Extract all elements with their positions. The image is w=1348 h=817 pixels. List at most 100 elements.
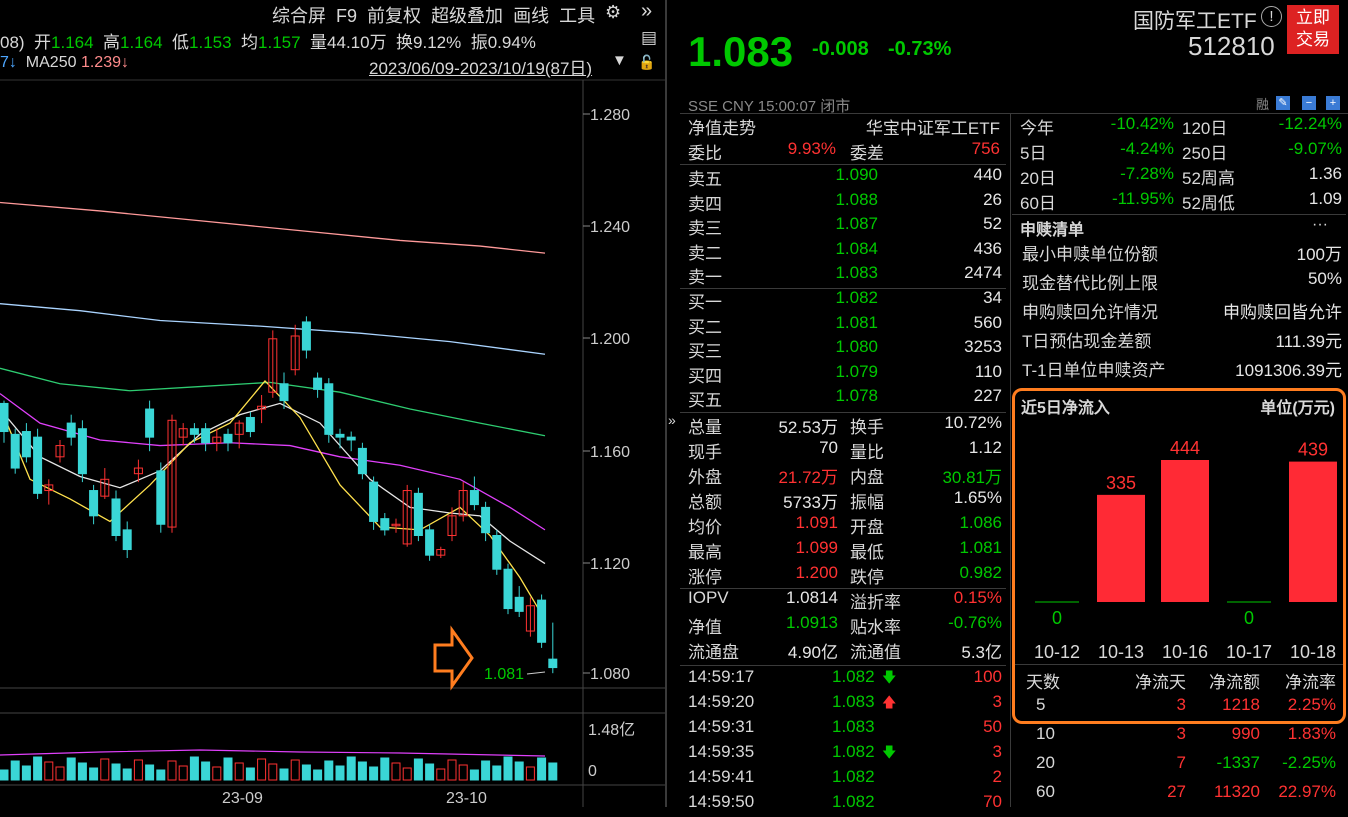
margin-icon[interactable]: 融 — [1256, 97, 1270, 112]
stat-label: 量比 — [850, 443, 884, 462]
period-label: 60日 — [1020, 194, 1056, 213]
candle — [537, 599, 547, 643]
divider — [1012, 214, 1346, 215]
stat-label: 流通盘 — [688, 643, 739, 662]
ma120-line — [0, 303, 546, 355]
stat-value: 30.81万 — [942, 468, 1002, 487]
trade-button[interactable]: 立即 交易 — [1287, 5, 1339, 54]
tick-row[interactable]: 14:59:50 1.082 70 — [680, 792, 1006, 817]
netflow-row: 10 3 990 1.83% — [1012, 724, 1346, 749]
stat-label: 总额 — [688, 493, 722, 512]
price-axis-label: 1.160 — [590, 444, 630, 461]
gear-icon[interactable]: ⚙ — [605, 2, 622, 22]
tick-row[interactable]: 14:59:20 1.083 🡅 3 — [680, 692, 1006, 717]
candle — [167, 419, 177, 528]
candle — [10, 433, 20, 469]
weibi-label: 委比 — [688, 144, 722, 163]
candle — [469, 490, 479, 506]
lock-icon[interactable]: 🔓 — [638, 54, 656, 70]
period-label: 52周低 — [1182, 194, 1235, 213]
netflow-date-label: 10-17 — [1226, 642, 1272, 662]
weibi-row: 委比 9.93% 委差 756 — [680, 139, 1006, 164]
volume-bar — [458, 764, 468, 781]
nav-trend-label[interactable]: 净值走势 — [688, 119, 756, 138]
tick-price: 1.082 — [832, 742, 875, 761]
kline-chart[interactable]: 1.280 1.240 1.200 1.160 1.120 1.080 1.48亿 0 23-0… — [0, 0, 665, 807]
stat-value: 10.72% — [944, 413, 1002, 432]
stat-value: 1.0913 — [786, 613, 838, 632]
nav-row[interactable]: 净值走势 华宝中证军工ETF — [680, 114, 1006, 139]
toolbar-item-tools[interactable]: 工具 — [559, 6, 596, 26]
tick-row[interactable]: 14:59:41 1.082 2 — [680, 767, 1006, 792]
tick-price: 1.082 — [832, 767, 875, 786]
volume-bar — [324, 760, 334, 781]
table-icon[interactable]: ▤ — [641, 28, 658, 47]
volume-bar — [257, 758, 267, 781]
sells-row[interactable]: 卖二 1.084 436 — [680, 239, 1006, 264]
info-icon[interactable]: ! — [1261, 6, 1282, 27]
buys-row[interactable]: 买五 1.078 227 — [680, 386, 1006, 411]
collapse-icon[interactable]: » — [668, 412, 676, 428]
edit-icon[interactable]: ✎ — [1276, 96, 1290, 110]
candle — [156, 470, 166, 525]
toolbar-item-composite[interactable]: 综合屏 — [272, 6, 326, 26]
volume-bar — [66, 757, 76, 781]
candle — [548, 658, 558, 669]
dropdown-icon[interactable]: ▼ — [612, 52, 627, 69]
period-label: 20日 — [1020, 169, 1056, 188]
volume-bar — [525, 766, 535, 781]
tick-time: 14:59:50 — [688, 792, 755, 811]
sells-row[interactable]: 卖一 1.083 2474 — [680, 263, 1006, 288]
volume-bar — [44, 761, 54, 781]
buys-row[interactable]: 买三 1.080 3253 — [680, 337, 1006, 362]
stat-label: 溢折率 — [850, 593, 901, 612]
period-value: -7.28% — [1120, 164, 1174, 183]
tick-price: 1.083 — [832, 692, 875, 711]
tracked-index[interactable]: 华宝中证军工ETF — [865, 119, 1000, 138]
date-range[interactable]: 2023/06/09-2023/10/19(87日) — [369, 59, 593, 78]
toolbar-item-adjust[interactable]: 前复权 — [367, 6, 422, 26]
toolbar-item-draw[interactable]: 画线 — [513, 6, 550, 26]
add-icon[interactable]: + — [1326, 96, 1340, 110]
sells-row[interactable]: 卖三 1.087 52 — [680, 214, 1006, 239]
sells-row[interactable]: 卖五 1.090 440 — [680, 165, 1006, 190]
sells-row[interactable]: 卖四 1.088 26 — [680, 190, 1006, 215]
expand-icon[interactable]: » — [641, 0, 653, 22]
buys-row[interactable]: 买一 1.082 34 — [680, 288, 1006, 313]
more-icon[interactable]: ··· — [1312, 216, 1328, 233]
period-row: 60日 -11.95% 52周低 1.09 — [1012, 189, 1346, 214]
buys-row[interactable]: 买二 1.081 560 — [680, 313, 1006, 338]
volume-bar — [33, 756, 43, 781]
netflow-bar — [1161, 460, 1209, 602]
candle — [245, 416, 255, 433]
tick-row[interactable]: 14:59:35 1.082 🡇 3 — [680, 742, 1006, 767]
volume-bar — [10, 760, 20, 781]
ma250-label: MA250 — [25, 54, 77, 71]
turn-value: 9.12% — [413, 33, 462, 52]
weicha-label: 委差 — [850, 144, 884, 163]
tick-row[interactable]: 14:59:17 1.082 🡇 100 — [680, 667, 1006, 692]
period-value: -4.24% — [1120, 139, 1174, 158]
price-axis-label: 1.240 — [590, 219, 630, 236]
divider — [680, 288, 1006, 289]
divider — [680, 588, 1006, 589]
stat-label: 均价 — [688, 518, 722, 537]
amp-value: 0.94% — [487, 33, 536, 52]
period-row: 5日 -4.24% 250日 -9.07% — [1012, 139, 1346, 164]
tick-row[interactable]: 14:59:31 1.083 50 — [680, 717, 1006, 742]
tick-time: 14:59:20 — [688, 692, 755, 711]
buys-row[interactable]: 买四 1.079 110 — [680, 362, 1006, 387]
candle — [481, 506, 491, 534]
marker-line — [526, 671, 546, 675]
redeem-title: 申赎清单 — [1020, 222, 1085, 239]
stat-label: 涨停 — [688, 568, 722, 587]
toolbar-item-f9[interactable]: F9 — [336, 6, 358, 26]
candle — [55, 445, 65, 458]
volume-bar — [156, 769, 166, 781]
order-price: 1.090 — [835, 165, 878, 184]
toolbar-item-overlay[interactable]: 超级叠加 — [431, 6, 504, 26]
remove-icon[interactable]: − — [1302, 96, 1316, 110]
netflow-days-count: 3 — [1176, 695, 1186, 714]
price-axis-label: 1.200 — [590, 331, 630, 348]
kline-canvas[interactable]: 1.280 1.240 1.200 1.160 1.120 1.080 1.48亿 0 23-0… — [0, 0, 665, 807]
